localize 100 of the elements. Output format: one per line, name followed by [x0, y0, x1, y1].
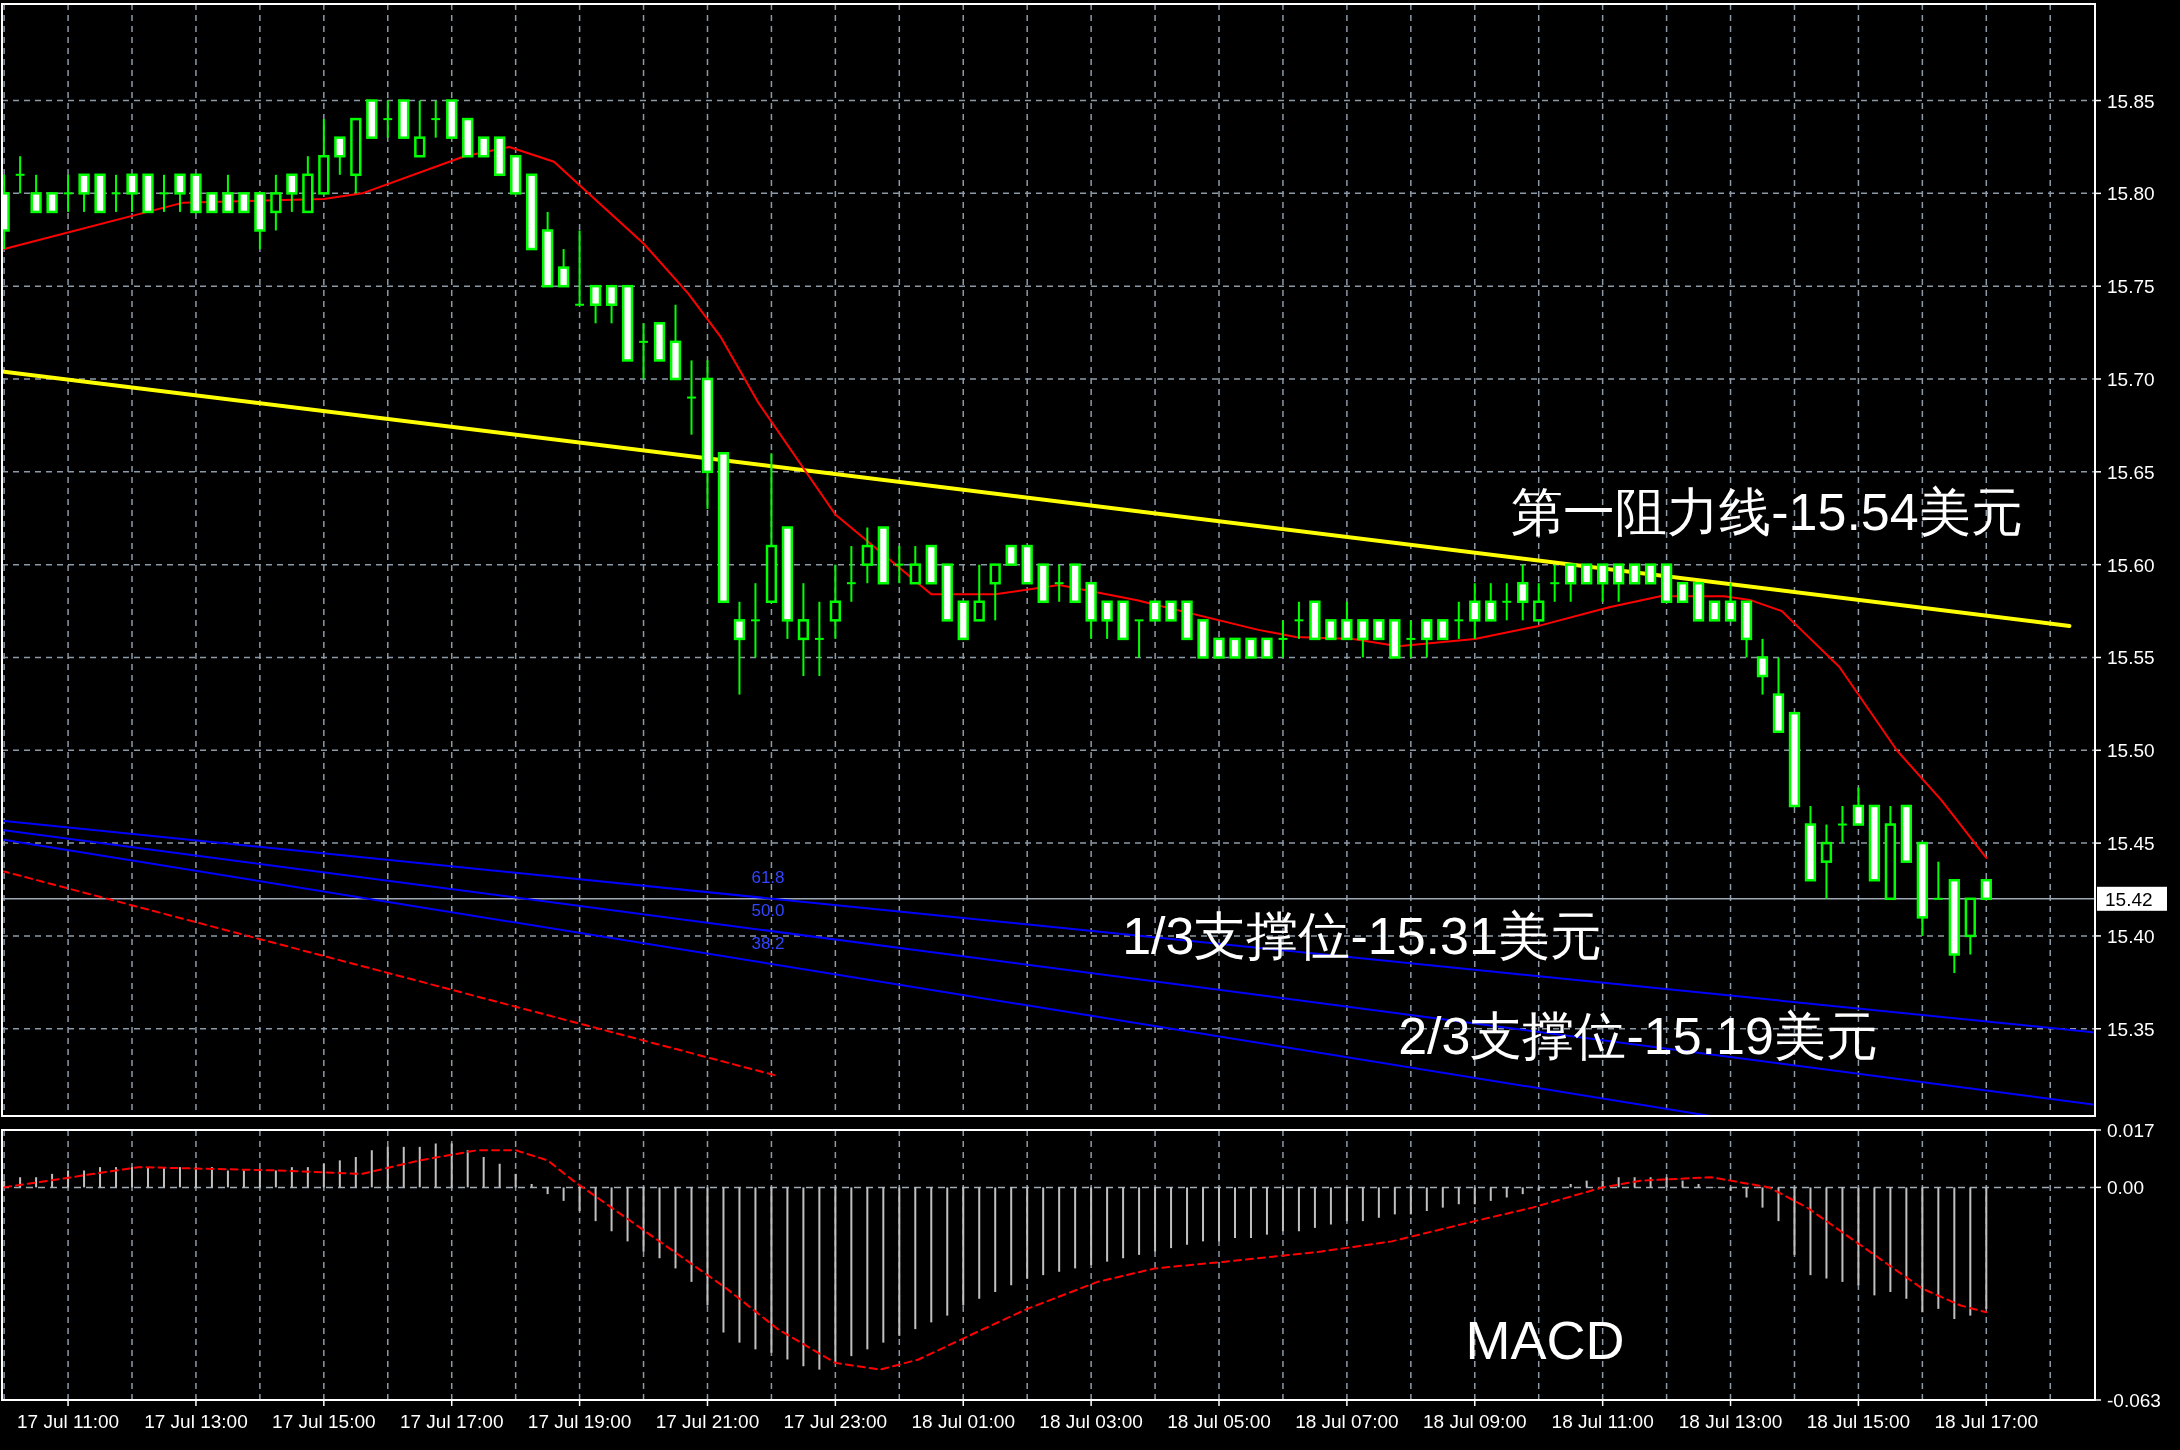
- x-tick-label: 17 Jul 15:00: [272, 1411, 376, 1432]
- bar: [546, 1187, 549, 1195]
- candlestick: [638, 322, 649, 380]
- candlestick: [1485, 582, 1497, 622]
- bar: [466, 1150, 469, 1188]
- bar: [578, 1187, 581, 1212]
- candlestick: [30, 173, 42, 214]
- bar: [1777, 1187, 1780, 1222]
- candlestick: [1597, 563, 1609, 603]
- candlestick: [1421, 619, 1433, 659]
- bar: [562, 1187, 565, 1201]
- candlestick: [1437, 619, 1449, 641]
- bar: [1457, 1187, 1460, 1205]
- bar: [226, 1170, 229, 1188]
- bar: [498, 1163, 501, 1188]
- bar: [99, 1167, 102, 1188]
- bar: [131, 1167, 134, 1188]
- bar: [1857, 1187, 1860, 1286]
- candlestick: [686, 359, 697, 436]
- bar: [322, 1163, 325, 1188]
- y-tick-label: 15.65: [2107, 461, 2155, 483]
- bar: [1905, 1187, 1908, 1299]
- bar: [594, 1187, 597, 1222]
- candlestick: [1325, 619, 1337, 641]
- bar: [1953, 1187, 1956, 1320]
- candlestick: [1101, 600, 1113, 640]
- bar: [834, 1187, 837, 1363]
- bar: [962, 1187, 965, 1306]
- bar: [930, 1187, 933, 1323]
- bar: [1106, 1187, 1109, 1262]
- candlestick: [126, 173, 138, 213]
- candlestick: [605, 284, 618, 325]
- bar: [1202, 1187, 1205, 1242]
- x-tick-label: 18 Jul 17:00: [1934, 1411, 2039, 1432]
- bar: [818, 1187, 821, 1370]
- bar: [1745, 1187, 1748, 1198]
- candlestick: [1581, 563, 1593, 585]
- candlestick: [430, 99, 442, 139]
- candlestick: [1357, 619, 1369, 659]
- bar: [1249, 1187, 1252, 1239]
- bar: [1361, 1187, 1364, 1222]
- bar: [274, 1170, 277, 1188]
- candlestick: [589, 284, 602, 325]
- y-tick-label: 15.35: [2107, 1018, 2155, 1040]
- bar: [1138, 1187, 1141, 1255]
- bar: [1345, 1187, 1348, 1222]
- bar: [354, 1157, 357, 1188]
- bar: [402, 1146, 405, 1188]
- bar: [370, 1150, 373, 1188]
- annotation: 50.0: [751, 901, 785, 921]
- bar: [514, 1173, 517, 1188]
- candlestick: [1213, 637, 1225, 659]
- candlestick: [1517, 563, 1529, 622]
- candlestick: [1549, 563, 1561, 603]
- y-tick-label: 0.00: [2107, 1177, 2144, 1199]
- candlestick: [733, 600, 746, 696]
- bar: [1809, 1187, 1812, 1276]
- bar: [1218, 1187, 1221, 1242]
- bar: [866, 1187, 869, 1350]
- y-tick-label: 0.017: [2107, 1120, 2155, 1141]
- candlestick: [1820, 823, 1833, 900]
- bar: [306, 1167, 309, 1188]
- bar: [1937, 1187, 1940, 1309]
- bar: [1441, 1187, 1444, 1208]
- candlestick: [845, 545, 857, 603]
- candlestick: [750, 582, 761, 659]
- candlestick: [206, 192, 218, 214]
- candlestick: [1165, 600, 1177, 622]
- candlestick: [1405, 619, 1417, 659]
- bar: [626, 1187, 629, 1242]
- x-tick-label: 18 Jul 03:00: [1039, 1411, 1143, 1432]
- bar: [434, 1143, 437, 1188]
- candlestick: [1453, 600, 1465, 640]
- bar: [754, 1187, 757, 1350]
- bar: [1026, 1187, 1029, 1279]
- y-tick-label: 15.75: [2107, 276, 2155, 298]
- bar: [1170, 1187, 1173, 1249]
- candlestick: [813, 600, 825, 678]
- candlestick: [222, 173, 234, 214]
- candlestick: [1724, 582, 1737, 622]
- annotation: 第一阻力线-15.54美元: [1511, 482, 2023, 541]
- candlestick: [557, 248, 570, 288]
- candlestick: [1373, 619, 1385, 641]
- candlestick: [270, 173, 282, 232]
- candlestick: [989, 563, 1001, 622]
- candlestick: [1261, 637, 1273, 659]
- bar: [898, 1187, 901, 1336]
- x-tick-label: 18 Jul 05:00: [1167, 1411, 1271, 1432]
- bar: [1841, 1187, 1844, 1282]
- candlestick: [478, 136, 490, 158]
- bar: [786, 1187, 789, 1360]
- bar: [674, 1187, 677, 1269]
- y-tick-label: 15.60: [2107, 554, 2155, 576]
- candlestick: [238, 192, 250, 214]
- candlestick: [973, 563, 985, 622]
- bar: [1074, 1187, 1077, 1269]
- x-tick-label: 17 Jul 17:00: [399, 1411, 504, 1432]
- bar: [450, 1143, 453, 1188]
- bar: [850, 1187, 853, 1357]
- bar: [770, 1187, 773, 1353]
